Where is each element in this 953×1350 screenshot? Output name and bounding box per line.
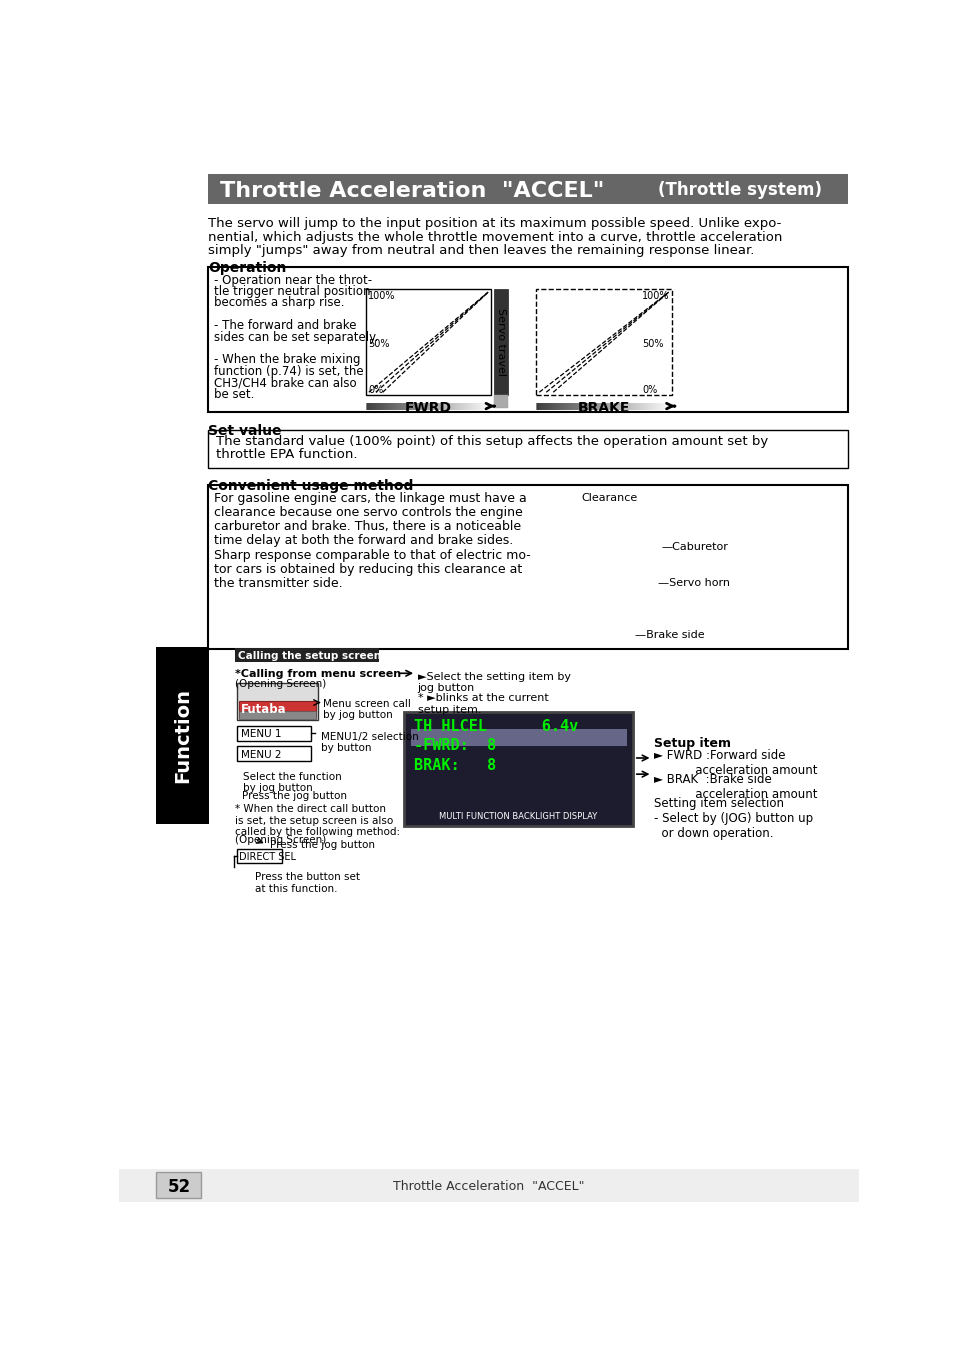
Bar bbox=[365, 289, 491, 396]
Text: Menu screen call
by jog button: Menu screen call by jog button bbox=[323, 699, 411, 721]
Text: throttle EPA function.: throttle EPA function. bbox=[216, 448, 357, 462]
Text: BRAKE: BRAKE bbox=[577, 401, 629, 414]
Text: becomes a sharp rise.: becomes a sharp rise. bbox=[213, 297, 344, 309]
Text: simply "jumps" away from neutral and then leaves the remaining response linear.: simply "jumps" away from neutral and the… bbox=[208, 243, 754, 256]
Text: The servo will jump to the input position at its maximum possible speed. Unlike : The servo will jump to the input positio… bbox=[208, 217, 781, 231]
Text: Press the jog button: Press the jog button bbox=[270, 840, 375, 849]
Text: time delay at both the forward and brake sides.: time delay at both the forward and brake… bbox=[213, 535, 513, 547]
Bar bbox=[494, 289, 508, 396]
Text: Setting item selection
- Select by (JOG) button up
  or down operation.: Setting item selection - Select by (JOG)… bbox=[654, 798, 812, 840]
Bar bbox=[236, 683, 318, 721]
Text: - Operation near the throt-: - Operation near the throt- bbox=[213, 274, 372, 286]
Text: The standard value (100% point) of this setup affects the operation amount set b: The standard value (100% point) of this … bbox=[216, 435, 767, 448]
Bar bbox=[410, 729, 626, 745]
Bar bbox=[208, 267, 847, 412]
Bar bbox=[236, 726, 311, 741]
Text: *Calling from menu screen: *Calling from menu screen bbox=[235, 668, 401, 679]
Text: Futaba: Futaba bbox=[241, 702, 286, 716]
Text: Sharp response comparable to that of electric mo-: Sharp response comparable to that of ele… bbox=[213, 548, 530, 562]
Text: nential, which adjusts the whole throttle movement into a curve, throttle accele: nential, which adjusts the whole throttl… bbox=[208, 231, 781, 243]
Text: Clearance: Clearance bbox=[580, 493, 637, 504]
Text: DIRECT SEL: DIRECT SEL bbox=[238, 852, 295, 861]
Text: MENU 2: MENU 2 bbox=[241, 749, 281, 760]
Text: (Throttle system): (Throttle system) bbox=[658, 181, 821, 200]
Bar bbox=[236, 849, 282, 863]
Text: * When the direct call button
is set, the setup screen is also
called by the fol: * When the direct call button is set, th… bbox=[235, 805, 400, 837]
Text: sides can be set separately.: sides can be set separately. bbox=[213, 331, 377, 344]
Text: - The forward and brake: - The forward and brake bbox=[213, 319, 355, 332]
Text: MENU1/2 selection
by button: MENU1/2 selection by button bbox=[320, 732, 418, 753]
Bar bbox=[235, 648, 378, 662]
Text: BRAK:   8: BRAK: 8 bbox=[414, 757, 496, 774]
Bar bbox=[208, 429, 847, 468]
Text: 0%: 0% bbox=[641, 385, 657, 396]
Text: Calling the setup screen: Calling the setup screen bbox=[237, 651, 380, 661]
Text: 100%: 100% bbox=[641, 290, 669, 301]
Text: Press the button set
at this function.: Press the button set at this function. bbox=[254, 872, 359, 894]
Text: * ►blinks at the current
setup item.: * ►blinks at the current setup item. bbox=[417, 694, 548, 716]
Bar bbox=[208, 486, 847, 648]
Text: (Opening Screen): (Opening Screen) bbox=[235, 679, 327, 688]
Text: CH3/CH4 brake can also: CH3/CH4 brake can also bbox=[213, 377, 356, 389]
Text: Convenient usage method: Convenient usage method bbox=[208, 479, 414, 493]
Text: 50%: 50% bbox=[641, 339, 663, 350]
Text: —Brake side: —Brake side bbox=[634, 630, 703, 640]
Text: Throttle Acceleration  "ACCEL": Throttle Acceleration "ACCEL" bbox=[393, 1180, 584, 1193]
Text: FWRD: FWRD bbox=[405, 401, 452, 414]
Bar bbox=[404, 711, 633, 826]
Text: Operation: Operation bbox=[208, 261, 287, 274]
Bar bbox=[208, 174, 847, 204]
Text: -FWRD:  8: -FWRD: 8 bbox=[414, 738, 496, 753]
Text: function (p.74) is set, the: function (p.74) is set, the bbox=[213, 364, 363, 378]
Bar bbox=[536, 289, 671, 396]
Text: Select the function
by jog button: Select the function by jog button bbox=[243, 772, 341, 794]
Text: ► FWRD :Forward side
           acceleration amount: ► FWRD :Forward side acceleration amount bbox=[654, 749, 817, 776]
Text: —Caburetor: —Caburetor bbox=[661, 543, 728, 552]
Text: 0%: 0% bbox=[368, 385, 383, 396]
Text: For gasoline engine cars, the linkage must have a: For gasoline engine cars, the linkage mu… bbox=[213, 491, 526, 505]
Text: Press the jog button: Press the jog button bbox=[241, 791, 346, 801]
Text: tle trigger neutral position: tle trigger neutral position bbox=[213, 285, 370, 298]
Text: carburetor and brake. Thus, there is a noticeable: carburetor and brake. Thus, there is a n… bbox=[213, 520, 520, 533]
Text: MENU 1: MENU 1 bbox=[241, 729, 281, 740]
Bar bbox=[156, 647, 209, 825]
Text: MULTI FUNCTION BACKLIGHT DISPLAY: MULTI FUNCTION BACKLIGHT DISPLAY bbox=[438, 813, 597, 821]
Text: —Servo horn: —Servo horn bbox=[658, 578, 729, 587]
Text: - When the brake mixing: - When the brake mixing bbox=[213, 354, 360, 366]
Text: tor cars is obtained by reducing this clearance at: tor cars is obtained by reducing this cl… bbox=[213, 563, 521, 576]
Text: be set.: be set. bbox=[213, 387, 253, 401]
Text: 100%: 100% bbox=[368, 290, 395, 301]
Text: clearance because one servo controls the engine: clearance because one servo controls the… bbox=[213, 506, 522, 518]
Text: ► BRAK  :Brake side
           acceleration amount: ► BRAK :Brake side acceleration amount bbox=[654, 774, 817, 802]
Text: Servo travel: Servo travel bbox=[496, 308, 506, 377]
Text: 52: 52 bbox=[167, 1179, 191, 1196]
Bar bbox=[236, 745, 311, 761]
Text: ►Select the setting item by
jog button: ►Select the setting item by jog button bbox=[417, 672, 570, 694]
Text: Set value: Set value bbox=[208, 424, 281, 437]
Text: TH HLCEL      6.4v: TH HLCEL 6.4v bbox=[414, 720, 578, 734]
Text: (Opening Screen): (Opening Screen) bbox=[235, 836, 327, 845]
Bar bbox=[119, 1169, 858, 1202]
Text: Setup item: Setup item bbox=[654, 737, 730, 751]
Text: 50%: 50% bbox=[368, 339, 389, 350]
Bar bbox=[156, 1172, 201, 1199]
Bar bbox=[239, 711, 315, 718]
Text: Function: Function bbox=[173, 688, 193, 783]
Text: the transmitter side.: the transmitter side. bbox=[213, 576, 342, 590]
Bar bbox=[494, 396, 508, 409]
Bar bbox=[239, 701, 315, 718]
Text: Throttle Acceleration  "ACCEL": Throttle Acceleration "ACCEL" bbox=[220, 181, 604, 201]
